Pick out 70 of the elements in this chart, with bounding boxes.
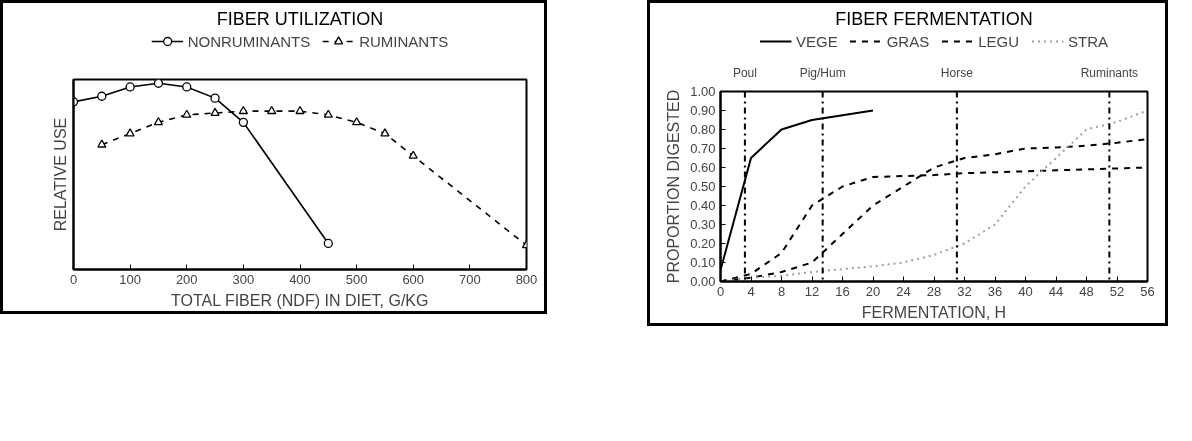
x-tick-label: 0 [716,283,725,299]
point [295,105,305,115]
legend-label: LEGU [978,32,1020,50]
y-tick-label: 0.80 [690,122,716,137]
point [210,93,220,103]
point [125,128,135,137]
x-tick-label: 100 [119,271,141,287]
x-axis-title: TOTAL FIBER (NDF) IN DIET, G/KG [170,291,429,309]
legend-label: GRAS [886,32,930,50]
point [97,139,107,148]
x-tick-label: 500 [345,271,368,287]
point [323,238,333,249]
x-tick-label: 600 [402,271,425,287]
point [125,82,135,92]
legend-label: RUMINANTS [359,32,449,50]
x-tick-label: 52 [1109,283,1125,299]
ref-line-label: Pig/Hum [799,65,846,80]
legend-label: VEGE [795,32,838,50]
y-tick-label: 0.50 [690,179,716,194]
point [153,117,164,126]
y-axis-title: RELATIVE USE [51,117,69,232]
x-tick-label: 20 [865,283,881,299]
point [210,107,220,116]
point [323,109,333,118]
x-tick-label: 200 [175,271,198,287]
x-tick-label: 300 [232,271,255,287]
x-axis-title: FERMENTATION, H [861,303,1007,321]
x-tick-label: 12 [804,283,820,299]
x-tick-label: 40 [1018,283,1033,299]
x-tick-label: 48 [1079,283,1094,299]
y-tick-label: 0.30 [690,217,716,232]
ref-line-label: Horse [940,65,974,80]
point [182,109,192,118]
point [238,117,249,127]
point [351,117,362,126]
y-tick-label: 1.00 [690,84,716,99]
legend-label: STRA [1068,32,1109,50]
x-tick-label: 32 [957,283,972,299]
legend-label: NONRUMINANTS [187,32,311,50]
x-tick-label: 56 [1140,283,1155,299]
x-tick-label: 800 [515,271,538,287]
x-tick-label: 24 [896,283,911,299]
x-tick-label: 36 [987,283,1003,299]
point [97,91,107,101]
chart-title: FIBER FERMENTATION [835,8,1033,29]
x-tick-label: 8 [777,283,786,299]
point [238,105,249,115]
ref-line-label: Ruminants [1080,65,1139,80]
point [182,82,192,92]
y-tick-label: 0.10 [690,255,716,270]
y-axis-title: PROPORTION DIGESTED [665,89,683,284]
point [267,105,277,115]
x-tick-label: 400 [289,271,311,287]
x-tick-label: 44 [1048,283,1064,299]
x-tick-label: 16 [835,283,850,299]
y-tick-label: 0.70 [690,141,716,156]
y-tick-label: 0.60 [690,160,716,175]
point [153,79,164,88]
y-tick-label: 0.40 [690,198,716,213]
y-tick-label: 0.00 [690,274,716,289]
point [408,150,418,159]
x-tick-label: 700 [459,271,481,287]
y-tick-label: 0.20 [690,236,716,251]
x-tick-label: 4 [747,283,755,299]
y-tick-label: 0.90 [690,103,716,118]
point [380,128,390,137]
x-tick-label: 28 [926,283,942,299]
x-tick-label: 0 [69,271,78,287]
chart-title: FIBER UTILIZATION [216,8,384,29]
ref-line-label: Poul [732,65,757,80]
